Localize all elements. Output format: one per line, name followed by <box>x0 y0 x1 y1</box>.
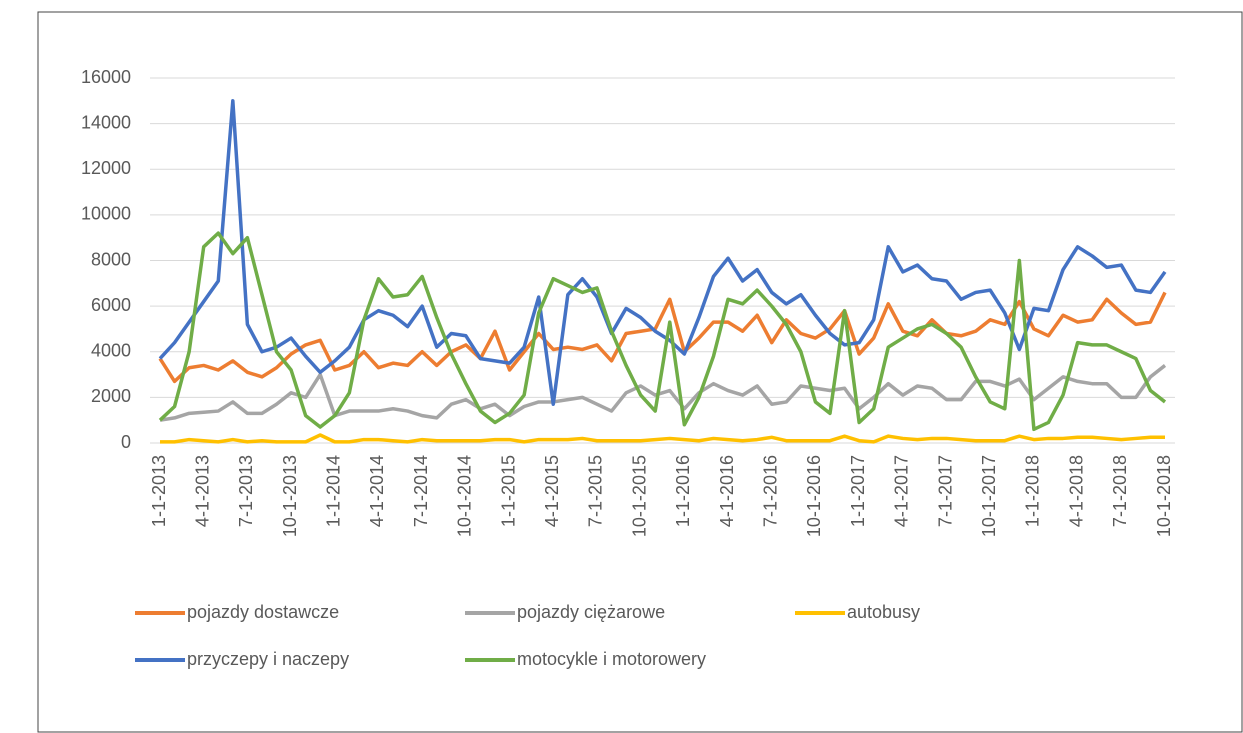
data-line <box>158 99 1167 406</box>
x-tick-label: 1-1-2015 <box>498 455 518 527</box>
y-tick-label: 4000 <box>91 341 131 361</box>
data-line <box>158 231 1167 432</box>
data-line <box>159 364 1167 422</box>
y-tick-label: 12000 <box>81 158 131 178</box>
x-tick-label: 4-1-2015 <box>542 455 562 527</box>
data-line <box>160 433 1165 444</box>
x-tick-label: 10-1-2018 <box>1154 455 1174 537</box>
y-tick-label: 6000 <box>91 295 131 315</box>
x-tick-label: 4-1-2013 <box>192 455 212 527</box>
x-tick-label: 1-1-2014 <box>324 455 344 527</box>
x-tick-label: 10-1-2014 <box>455 455 475 537</box>
x-tick-label: 4-1-2017 <box>892 455 912 527</box>
x-tick-label: 1-1-2018 <box>1023 455 1043 527</box>
y-tick-label: 2000 <box>91 386 131 406</box>
y-tick-label: 14000 <box>81 112 131 132</box>
x-tick-label: 10-1-2016 <box>804 455 824 537</box>
x-tick-label: 7-1-2016 <box>760 455 780 527</box>
x-tick-label: 10-1-2013 <box>280 455 300 537</box>
x-tick-label: 1-1-2016 <box>673 455 693 527</box>
y-tick-label: 8000 <box>91 249 131 269</box>
data-line <box>158 291 1167 384</box>
x-tick-label: 1-1-2017 <box>848 455 868 527</box>
legend-label: motocykle i motorowery <box>517 649 706 669</box>
legend-label: autobusy <box>847 602 920 622</box>
y-tick-label: 0 <box>121 432 131 452</box>
legend-label: pojazdy ciężarowe <box>517 602 665 622</box>
x-tick-label: 10-1-2015 <box>629 455 649 537</box>
x-tick-label: 7-1-2017 <box>935 455 955 527</box>
x-tick-label: 10-1-2017 <box>979 455 999 537</box>
y-tick-label: 16000 <box>81 67 131 87</box>
x-tick-label: 4-1-2016 <box>717 455 737 527</box>
x-tick-label: 7-1-2015 <box>586 455 606 527</box>
x-tick-label: 4-1-2018 <box>1066 455 1086 527</box>
x-tick-label: 7-1-2018 <box>1110 455 1130 527</box>
x-tick-label: 4-1-2014 <box>367 455 387 527</box>
y-tick-label: 10000 <box>81 204 131 224</box>
legend-label: pojazdy dostawcze <box>187 602 339 622</box>
legend-label: przyczepy i naczepy <box>187 649 349 669</box>
x-tick-label: 7-1-2014 <box>411 455 431 527</box>
x-tick-label: 7-1-2013 <box>236 455 256 527</box>
x-tick-label: 1-1-2013 <box>149 455 169 527</box>
chart-frame <box>37 11 1243 733</box>
